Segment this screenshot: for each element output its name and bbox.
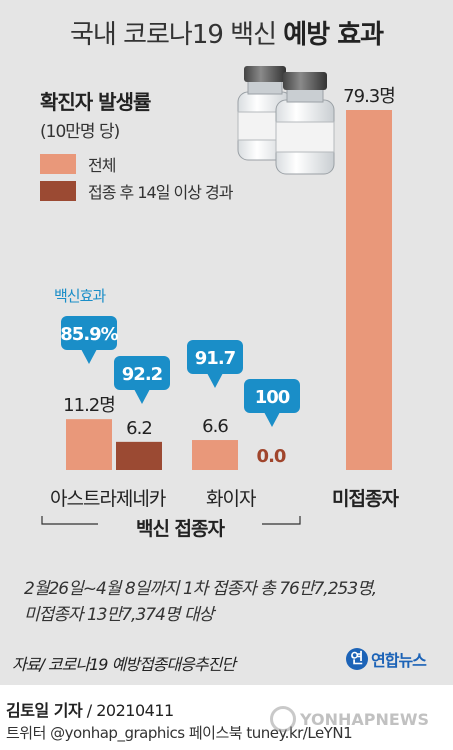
efficacy-callout bbox=[114, 356, 170, 390]
efficacy-label: 백신효과 bbox=[54, 287, 106, 305]
bar bbox=[116, 441, 162, 470]
efficacy-callout bbox=[244, 379, 300, 413]
data-label: 6.2 bbox=[126, 418, 152, 439]
logo-text: 연합뉴스 bbox=[371, 651, 427, 670]
callout-pointer bbox=[264, 412, 280, 427]
page-title: 국내 코로나19 백신 예방 효과 bbox=[0, 14, 453, 51]
legend-label: 전체 bbox=[88, 156, 116, 175]
category-label: 아스트라제네카 bbox=[50, 488, 166, 510]
bar bbox=[192, 440, 238, 470]
footnote: 2월26일~4월 8일까지 1차 접종자 총 76만7,253명, 미접종자 1… bbox=[24, 576, 377, 628]
callout-pointer bbox=[207, 373, 223, 388]
group-label: 백신 접종자 bbox=[135, 518, 225, 540]
efficacy-value: 100 bbox=[255, 387, 290, 408]
vaccine-vials-illustration bbox=[237, 66, 335, 175]
yonhap-logo: 연 연합뉴스 bbox=[346, 647, 427, 671]
author: 김토일 기자 bbox=[6, 701, 83, 720]
legend-item-after14: 접종 후 14일 이상 경과 bbox=[40, 179, 233, 203]
efficacy-callout bbox=[187, 340, 243, 374]
category-label: 화이자 bbox=[206, 488, 256, 510]
watermark-icon bbox=[270, 706, 296, 732]
chart-unit: (10만명 당) bbox=[40, 122, 120, 142]
bar bbox=[346, 110, 392, 470]
chart-title: 확진자 발생률 bbox=[40, 90, 151, 114]
efficacy-value: 92.2 bbox=[122, 364, 162, 385]
callout-pointer bbox=[81, 349, 97, 364]
footnote-line: 2월26일~4월 8일까지 1차 접종자 총 76만7,253명, bbox=[24, 579, 377, 599]
bar-chart: 11.2명 6.6 79.3명 6.2 0.0 85.9%92.2 91.7 100 bbox=[41, 86, 396, 525]
data-label: 0.0 bbox=[257, 446, 286, 467]
legend-label: 접종 후 14일 이상 경과 bbox=[88, 183, 233, 202]
data-label: 79.3명 bbox=[343, 86, 395, 107]
data-label: 11.2명 bbox=[63, 395, 115, 416]
date: / 20210411 bbox=[82, 701, 174, 720]
legend-swatch bbox=[40, 181, 76, 201]
watermark: YONHAPNEWS bbox=[270, 706, 429, 732]
source-text: 자료/ 코로나19 예방접종대응추진단 bbox=[12, 655, 236, 674]
social-handles: 트위터 @yonhap_graphics 페이스북 tuney.kr/LeYN1 bbox=[6, 724, 353, 742]
byline: 김토일 기자 / 20210411 bbox=[6, 697, 174, 721]
group-bracket bbox=[41, 516, 98, 525]
footnote-line: 미접종자 13만7,374명 대상 bbox=[24, 605, 214, 625]
efficacy-value: 91.7 bbox=[195, 348, 236, 369]
title-normal: 국내 코로나19 백신 bbox=[69, 20, 277, 50]
watermark-text: YONHAPNEWS bbox=[300, 709, 429, 729]
legend-item-overall: 전체 bbox=[40, 152, 116, 176]
bar bbox=[66, 419, 112, 470]
legend-swatch bbox=[40, 154, 76, 174]
title-bold: 예방 효과 bbox=[283, 20, 384, 50]
efficacy-value: 85.9% bbox=[60, 324, 118, 345]
efficacy-callout bbox=[61, 316, 117, 350]
logo-icon: 연 bbox=[346, 648, 368, 670]
data-label: 6.6 bbox=[202, 416, 228, 437]
callout-pointer bbox=[134, 389, 150, 404]
vial-icon bbox=[275, 72, 335, 175]
group-bracket bbox=[262, 516, 301, 525]
category-label: 미접종자 bbox=[332, 488, 399, 510]
